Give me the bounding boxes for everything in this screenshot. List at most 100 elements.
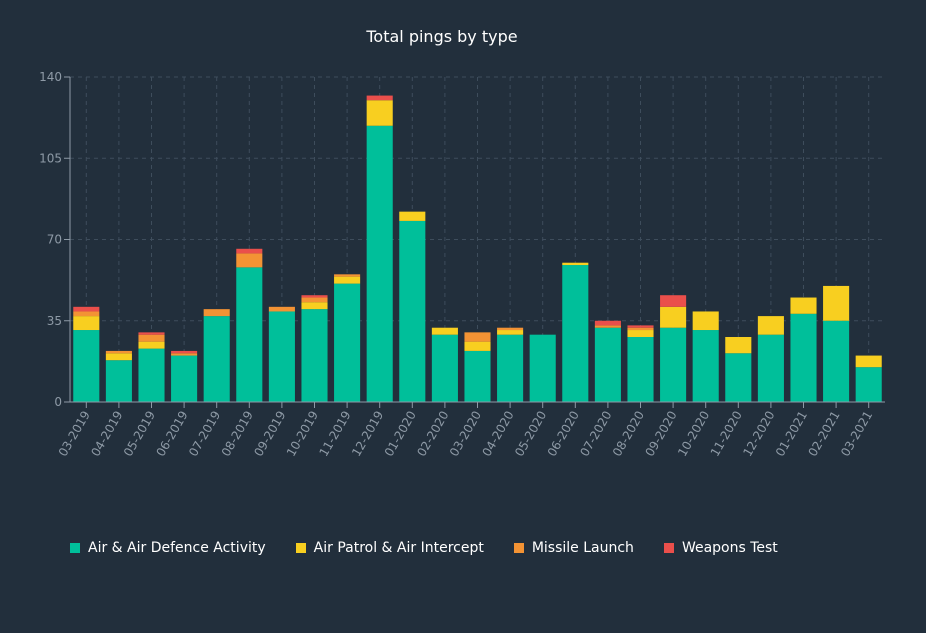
bar-segment-air-air-defence-activity[interactable] (855, 367, 882, 402)
y-tick-label: 0 (54, 395, 62, 409)
x-tick-label: 03-2020 (447, 409, 484, 459)
x-tick-label: 12-2019 (349, 409, 386, 459)
x-tick-label: 06-2019 (154, 409, 191, 459)
bar-segment-air-patrol-air-intercept[interactable] (431, 327, 458, 335)
bar-segment-air-air-defence-activity[interactable] (757, 334, 784, 402)
bar-segment-air-patrol-air-intercept[interactable] (105, 353, 132, 361)
bar-segment-air-patrol-air-intercept[interactable] (334, 276, 361, 284)
bar-segment-air-air-defence-activity[interactable] (529, 334, 556, 402)
legend-swatch (295, 543, 306, 553)
x-tick-label: 07-2019 (186, 409, 223, 459)
bar-segment-missile-launch[interactable] (464, 332, 491, 342)
bar-segment-missile-launch[interactable] (594, 325, 621, 328)
bar-segment-air-air-defence-activity[interactable] (171, 355, 198, 402)
bar-segment-air-patrol-air-intercept[interactable] (399, 211, 426, 221)
bar-segment-air-patrol-air-intercept[interactable] (138, 341, 165, 349)
bar-segment-air-air-defence-activity[interactable] (692, 330, 719, 402)
bar-segment-air-patrol-air-intercept[interactable] (790, 297, 817, 314)
x-tick-label: 05-2019 (121, 409, 158, 459)
bar-segment-missile-launch[interactable] (105, 350, 132, 354)
bar-segment-air-air-defence-activity[interactable] (497, 334, 524, 402)
x-tick-label: 02-2020 (414, 409, 451, 459)
x-tick-label: 01-2020 (382, 409, 419, 459)
bar-segment-air-air-defence-activity[interactable] (203, 316, 230, 402)
bar-segment-air-patrol-air-intercept[interactable] (660, 306, 687, 328)
bar-segment-weapons-test[interactable] (73, 306, 100, 312)
bar-segment-air-air-defence-activity[interactable] (431, 334, 458, 402)
bar-segment-missile-launch[interactable] (627, 327, 654, 331)
bar-segment-air-patrol-air-intercept[interactable] (627, 330, 654, 337)
bar-segment-weapons-test[interactable] (171, 350, 198, 354)
bar-segment-air-patrol-air-intercept[interactable] (725, 337, 752, 354)
bar-segment-air-air-defence-activity[interactable] (660, 327, 687, 402)
x-tick-label: 04-2020 (480, 409, 517, 459)
x-tick-label: 07-2020 (577, 409, 614, 459)
legend-item[interactable]: Air Patrol & Air Intercept (295, 540, 484, 556)
bar-segment-missile-launch[interactable] (138, 334, 165, 342)
y-tick-label: 70 (47, 233, 62, 247)
bar-segment-air-air-defence-activity[interactable] (790, 313, 817, 402)
x-tick-label: 03-2021 (838, 409, 875, 459)
legend-swatch (513, 543, 524, 553)
bar-segment-weapons-test[interactable] (594, 320, 621, 326)
bar-segment-missile-launch[interactable] (171, 353, 198, 356)
bar-segment-missile-launch[interactable] (203, 309, 230, 317)
bar-segment-missile-launch[interactable] (301, 297, 328, 303)
bar-segment-air-patrol-air-intercept[interactable] (464, 341, 491, 351)
bar-segment-air-patrol-air-intercept[interactable] (692, 311, 719, 331)
bar-segment-weapons-test[interactable] (301, 295, 328, 298)
bar-segment-air-air-defence-activity[interactable] (627, 337, 654, 402)
bar-segment-missile-launch[interactable] (497, 327, 524, 331)
bar-segment-air-air-defence-activity[interactable] (105, 360, 132, 402)
bar-segment-weapons-test[interactable] (660, 295, 687, 307)
stacked-bar-chart: Total pings by type 0357010514003-201904… (39, 27, 885, 459)
x-tick-label: 10-2020 (675, 409, 712, 459)
bar-segment-air-air-defence-activity[interactable] (562, 265, 589, 402)
bar-segment-air-air-defence-activity[interactable] (366, 125, 393, 402)
bar-segment-air-patrol-air-intercept[interactable] (757, 316, 784, 335)
y-tick-label: 105 (39, 151, 62, 165)
legend-label: Air & Air Defence Activity (88, 540, 266, 556)
legend: Air & Air Defence Activity Air Patrol & A… (70, 540, 808, 556)
bar-segment-air-air-defence-activity[interactable] (399, 220, 426, 402)
bar-segment-missile-launch[interactable] (73, 311, 100, 317)
bar-segment-air-patrol-air-intercept[interactable] (823, 285, 850, 321)
x-tick-label: 11-2019 (317, 409, 354, 459)
bar-segment-air-air-defence-activity[interactable] (236, 267, 263, 402)
bar-segment-missile-launch[interactable] (268, 306, 295, 312)
bar-segment-air-air-defence-activity[interactable] (823, 320, 850, 402)
bar-segment-air-patrol-air-intercept[interactable] (562, 262, 589, 266)
bar-segment-air-air-defence-activity[interactable] (725, 353, 752, 402)
bar-segment-air-air-defence-activity[interactable] (464, 350, 491, 402)
y-tick-label: 140 (39, 70, 62, 84)
bar-segment-air-patrol-air-intercept[interactable] (366, 100, 393, 126)
bar-segment-air-air-defence-activity[interactable] (301, 309, 328, 402)
x-tick-label: 06-2020 (545, 409, 582, 459)
x-tick-label: 01-2021 (773, 409, 810, 459)
x-tick-label: 04-2019 (88, 409, 125, 459)
bar-segment-weapons-test[interactable] (627, 325, 654, 328)
legend-item[interactable]: Air & Air Defence Activity (70, 540, 266, 556)
bar-segment-air-patrol-air-intercept[interactable] (73, 316, 100, 331)
bar-segment-air-air-defence-activity[interactable] (594, 327, 621, 402)
legend-swatch (663, 543, 674, 553)
legend-label: Weapons Test (681, 540, 778, 556)
x-tick-label: 08-2020 (610, 409, 647, 459)
bar-segment-weapons-test[interactable] (138, 332, 165, 335)
bar-segment-air-air-defence-activity[interactable] (138, 348, 165, 402)
legend-item[interactable]: Weapons Test (663, 540, 778, 556)
bar-segment-weapons-test[interactable] (366, 95, 393, 101)
bar-segment-missile-launch[interactable] (334, 274, 361, 277)
bar-segment-air-patrol-air-intercept[interactable] (497, 330, 524, 335)
x-tick-label: 09-2020 (643, 409, 680, 459)
bar-segment-air-patrol-air-intercept[interactable] (301, 302, 328, 310)
x-tick-label: 02-2021 (806, 409, 843, 459)
bar-segment-air-air-defence-activity[interactable] (73, 330, 100, 402)
bar-segment-air-air-defence-activity[interactable] (334, 283, 361, 402)
legend-item[interactable]: Missile Launch (513, 540, 634, 556)
bar-segment-air-air-defence-activity[interactable] (268, 311, 295, 402)
bar-segment-air-patrol-air-intercept[interactable] (855, 355, 882, 368)
bar-segment-weapons-test[interactable] (236, 248, 263, 254)
bar-segment-missile-launch[interactable] (236, 253, 263, 268)
